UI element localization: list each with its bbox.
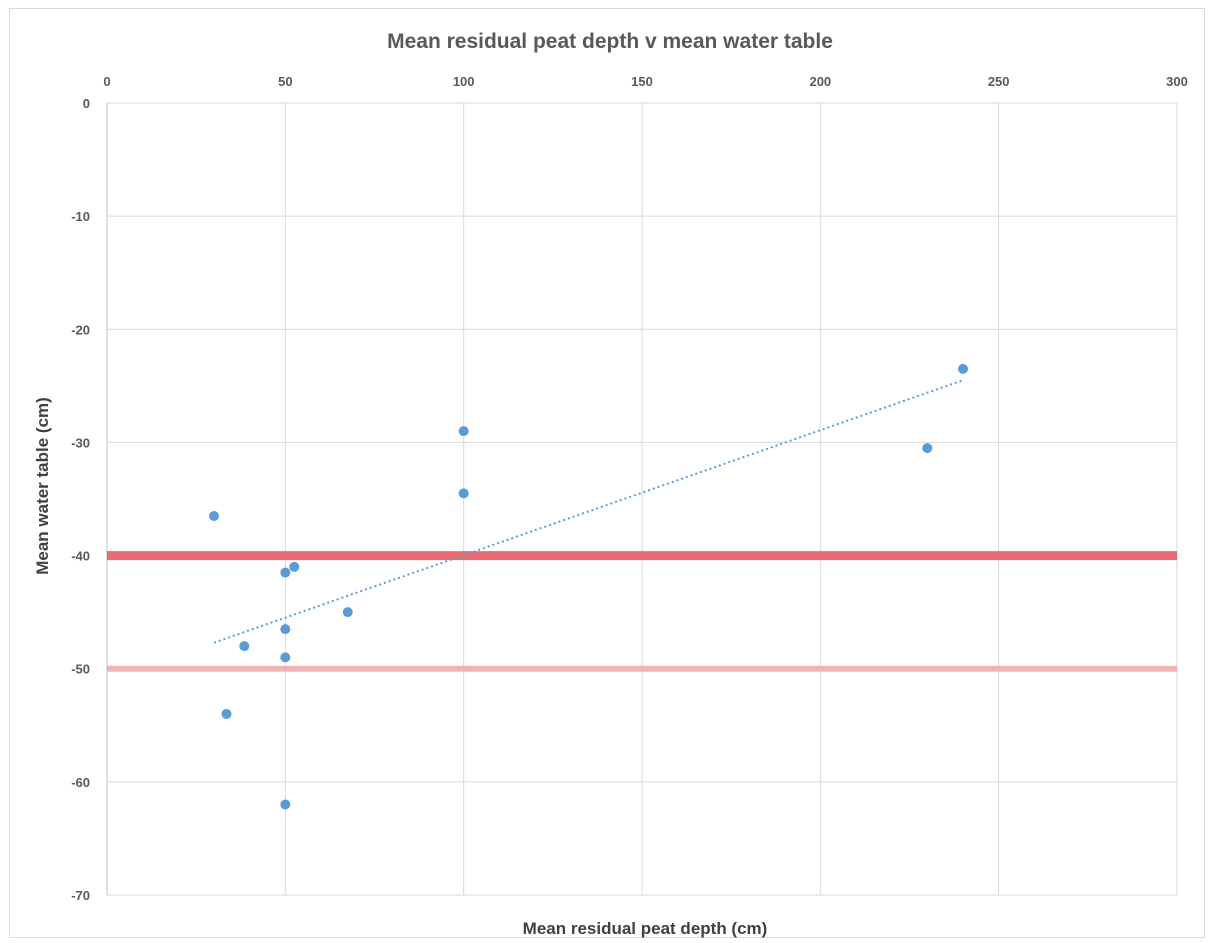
x-tick-label: 300	[1166, 74, 1188, 89]
x-tick-label: 50	[278, 74, 292, 89]
data-point	[458, 488, 469, 499]
data-point	[958, 363, 968, 374]
y-tick-label: -30	[71, 435, 90, 450]
data-point	[280, 567, 291, 578]
data-point	[458, 426, 469, 437]
data-points	[209, 363, 968, 810]
y-tick-label: -20	[71, 322, 90, 337]
trendline	[213, 379, 964, 644]
chart-title: Mean residual peat depth v mean water ta…	[387, 30, 833, 53]
trendline-layer	[213, 379, 964, 644]
data-point	[280, 652, 291, 663]
y-tick-label: -40	[71, 549, 90, 564]
x-tick-label: 250	[988, 74, 1010, 89]
data-point	[239, 641, 250, 652]
y-tick-label: -10	[71, 209, 90, 224]
x-axis-title: Mean residual peat depth (cm)	[523, 919, 768, 938]
y-tick-label: -50	[71, 662, 90, 677]
data-point	[280, 799, 291, 810]
data-point	[342, 607, 353, 618]
y-tick-label: -70	[71, 888, 90, 903]
reference-lines	[107, 551, 1177, 672]
data-point	[922, 443, 933, 454]
y-tick-label: 0	[83, 96, 90, 111]
x-tick-label: 100	[453, 74, 475, 89]
x-tick-label: 150	[631, 74, 653, 89]
chart-area	[9, 8, 1205, 938]
tick-labels: 0 50 100 150 200 250 300 0 -10 -20 -30 -40 -50 -60 -70	[71, 74, 1188, 903]
data-point	[209, 510, 219, 521]
x-tick-label: 0	[103, 74, 110, 89]
data-point	[221, 708, 232, 719]
y-tick-label: -60	[71, 775, 90, 790]
gridlines	[106, 102, 1178, 896]
data-point	[289, 561, 300, 572]
data-point	[280, 624, 291, 635]
y-axis-title: Mean water table (cm)	[33, 397, 52, 575]
x-tick-label: 200	[809, 74, 831, 89]
